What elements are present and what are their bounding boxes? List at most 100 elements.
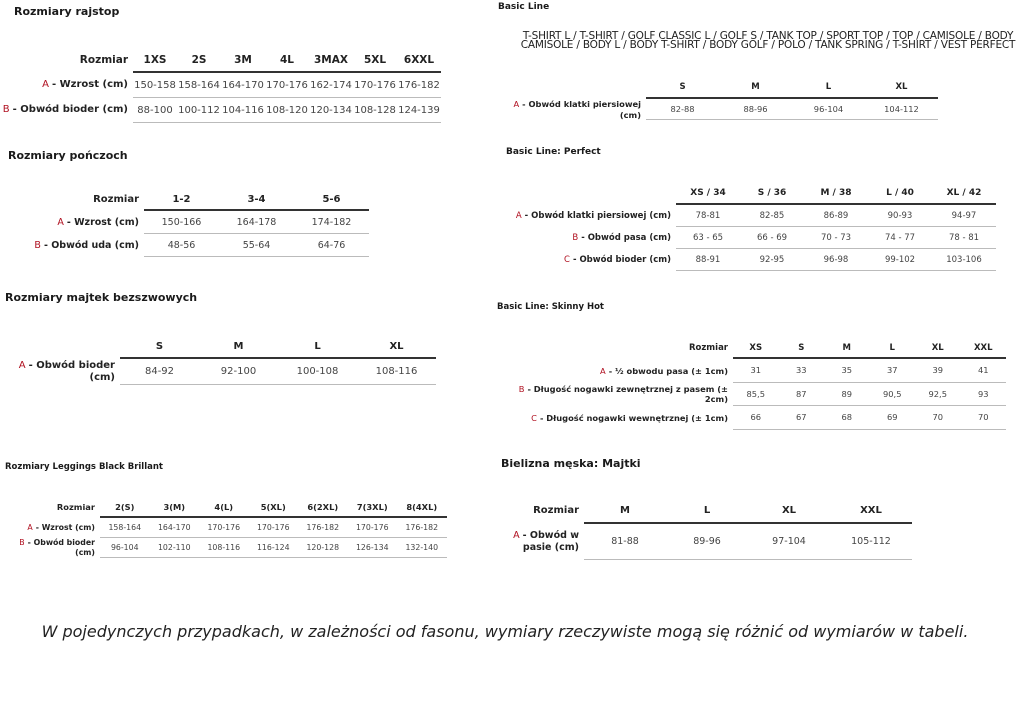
table-title: Basic Line (498, 2, 550, 12)
value-cell: 35 (824, 359, 870, 383)
measurement-letter: B (518, 383, 525, 394)
value-cell: 94-97 (932, 205, 996, 227)
measurement-letter: B (34, 239, 41, 251)
column-header: 3M (221, 49, 265, 73)
column-header: 2S (177, 49, 221, 73)
measurement-letter: A (513, 99, 520, 110)
column-header: 7(3XL) (347, 497, 397, 518)
value-cell: 93 (960, 383, 1006, 406)
row-label-text: B- Obwód pasa (cm) (572, 233, 671, 244)
value-cell: 170-176 (265, 73, 309, 98)
measurement-letter: A (27, 523, 33, 533)
table-title: Rozmiary Leggings Black Brillant (5, 462, 163, 472)
value-cell: 96-104 (792, 99, 865, 120)
value-cell: 66 (733, 406, 779, 430)
column-header: 5(XL) (248, 497, 298, 518)
value-cell: 87 (778, 383, 824, 406)
row-label: A- Wzrost (cm) (0, 518, 100, 538)
size-table: Rozmiar M L XL XXL A - Obwód w pasie (cm) 81-88… (495, 498, 912, 560)
value-cell: 150-158 (133, 73, 177, 98)
row-label: A- Wzrost (cm) (0, 211, 144, 234)
value-cell: 66 - 69 (740, 227, 804, 249)
row-label-text: C- Obwód bioder (cm) (564, 255, 671, 266)
header-label: Rozmiar (93, 193, 139, 205)
value-cell: 92,5 (915, 383, 961, 406)
column-header: M (199, 335, 278, 359)
column-header: 5-6 (294, 189, 369, 211)
value-cell: 170-176 (248, 518, 298, 538)
row-label: A- Obwód klatki piersiowej (cm) (495, 99, 646, 120)
table-title: Basic Line: Perfect (506, 147, 601, 157)
row-label: A- Obwód w pasie (cm) (495, 524, 584, 560)
table-title: Basic Line: Skinny Hot (497, 302, 604, 312)
value-cell: 86-89 (804, 205, 868, 227)
value-cell: 108-128 (353, 98, 397, 123)
measurement-name: - Wzrost (cm) (66, 216, 139, 228)
header-label (495, 183, 676, 205)
size-table: Rozmiar 1XS 2S 3M 4L 3MAX 5XL 6XXL A - Wzrost (cm… (0, 49, 441, 123)
measurement-name: - Obwód klatki piersiowej (cm) (524, 210, 671, 221)
column-header: 4(L) (199, 497, 249, 518)
value-cell: 104-112 (865, 99, 938, 120)
column-header: S (646, 77, 719, 99)
header-label: Rozmiar (533, 504, 579, 516)
column-header: 6XXL (397, 49, 441, 73)
value-cell: 99-102 (868, 249, 932, 271)
value-cell: 176-182 (397, 73, 441, 98)
value-cell: 132-140 (397, 538, 447, 558)
column-header: S (120, 335, 199, 359)
size-table: Rozmiar XS S M L XL XXL A - ½ obwodu pasa (± 1cm… (495, 338, 1006, 430)
value-cell: 158-164 (100, 518, 150, 538)
column-header: L / 40 (868, 183, 932, 205)
product-list-line: T-SHIRT L / T-SHIRT / GOLF CLASSIC L / G… (522, 30, 1014, 42)
product-list-line: CAMISOLE / BODY L / BODY T-SHIRT / BODY … (520, 39, 1016, 51)
row-label-text: B- Obwód bioder (cm) (0, 538, 95, 557)
footer-note: W pojedynczych przypadkach, w zależności… (41, 622, 969, 641)
value-cell: 97-104 (748, 524, 830, 560)
measurement-name: - Obwód uda (cm) (43, 239, 139, 251)
size-table: XS / 34 S / 36 M / 38 L / 40 XL / 42 A - Obwód… (495, 183, 996, 271)
column-header: M / 38 (804, 183, 868, 205)
measurement-name: - Długość nogawki wewnętrznej (± 1cm) (539, 412, 728, 423)
measurement-name: - Obwód bioder (cm) (572, 254, 671, 265)
value-cell: 31 (733, 359, 779, 383)
column-header: XL / 42 (932, 183, 996, 205)
measurement-name: - Długość nogawki zewnętrznej z pasem (±… (527, 383, 728, 405)
measurement-letter: A (42, 79, 49, 91)
value-cell: 174-182 (294, 211, 369, 234)
measurement-name: - Obwód bioder (cm) (28, 359, 115, 384)
column-header: 2(S) (100, 497, 150, 518)
column-header: XL (865, 77, 938, 99)
row-label: A- ½ obwodu pasa (± 1cm) (495, 359, 733, 383)
measurement-letter: B (572, 232, 579, 243)
measurement-name: - ½ obwodu pasa (± 1cm) (608, 365, 728, 376)
value-cell: 100-108 (278, 359, 357, 385)
row-label: B- Obwód bioder (cm) (0, 538, 100, 558)
value-cell: 164-170 (221, 73, 265, 98)
value-cell: 120-134 (309, 98, 353, 123)
value-cell: 108-120 (265, 98, 309, 123)
measurement-letter: C (531, 412, 537, 423)
value-cell: 105-112 (830, 524, 912, 560)
value-cell: 64-76 (294, 234, 369, 257)
header-label: Rozmiar (79, 54, 128, 67)
header-label (0, 335, 120, 359)
row-label: A- Obwód klatki piersiowej (cm) (495, 205, 676, 227)
column-header: XXL (960, 338, 1006, 359)
value-cell: 84-92 (120, 359, 199, 385)
column-header: XS / 34 (676, 183, 740, 205)
column-header: L (278, 335, 357, 359)
measurement-name: - Wzrost (cm) (35, 523, 95, 533)
value-cell: 88-100 (133, 98, 177, 123)
row-label: B- Obwód bioder (cm) (0, 98, 133, 123)
value-cell: 170-176 (199, 518, 249, 538)
measurement-letter: B (2, 104, 10, 116)
value-cell: 126-134 (347, 538, 397, 558)
column-header: L (869, 338, 915, 359)
row-label: A- Wzrost (cm) (0, 73, 133, 98)
measurement-letter: A (513, 530, 520, 542)
table-title: Rozmiary rajstop (14, 5, 120, 18)
row-label-text: A- Obwód w pasie (cm) (495, 530, 579, 554)
size-table: S M L XL A - Obwód klatki piersiowej (cm) 82-8… (495, 77, 938, 120)
measurement-name: - Obwód pasa (cm) (581, 232, 671, 243)
